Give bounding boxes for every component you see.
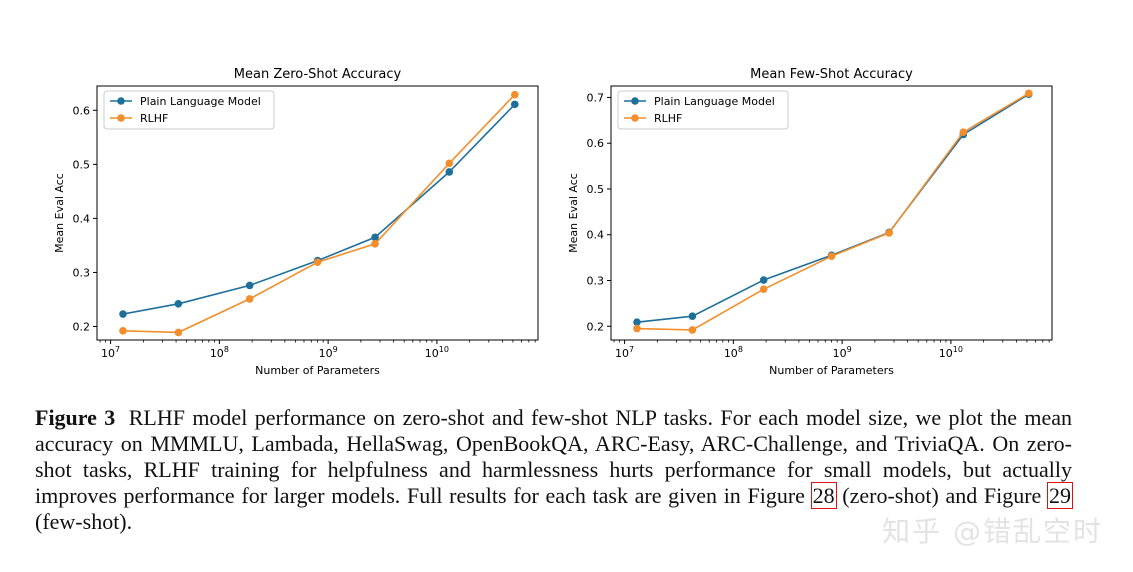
figure-29-link[interactable]: 29 bbox=[1047, 482, 1073, 509]
data-point-plain-lm bbox=[371, 233, 379, 242]
x-tick-label: 107 bbox=[615, 345, 634, 360]
data-point-plain-lm bbox=[633, 318, 641, 326]
caption-mid: (zero-shot) and Figure bbox=[842, 483, 1042, 508]
series-line-rlhf bbox=[122, 94, 516, 334]
y-tick-label: 0.6 bbox=[73, 104, 91, 117]
data-point-rlhf bbox=[688, 326, 697, 334]
legend-marker bbox=[631, 114, 639, 122]
x-axis-label: Number of Parameters bbox=[255, 364, 380, 377]
data-point-plain-lm bbox=[174, 299, 183, 308]
x-tick-label: 108 bbox=[724, 345, 743, 360]
data-point-plain-lm bbox=[119, 310, 127, 318]
y-axis-label: Mean Eval Acc bbox=[53, 173, 66, 253]
data-point-rlhf bbox=[827, 252, 836, 261]
data-point-plain-lm bbox=[688, 312, 697, 321]
x-tick-label: 1010 bbox=[425, 345, 449, 360]
x-tick-label: 109 bbox=[833, 345, 852, 360]
data-point-rlhf bbox=[174, 328, 183, 337]
chart-zero-shot: Mean Zero-Shot Accuracy 0.2 0.3 0.4 0.5 0.6 10… bbox=[53, 67, 539, 377]
data-point-plain-lm bbox=[759, 276, 768, 284]
figure-label: Figure 3 bbox=[35, 405, 116, 430]
caption-text: RLHF model performance on zero-shot and … bbox=[35, 405, 1073, 508]
x-tick-label: 108 bbox=[210, 345, 229, 360]
data-point-rlhf bbox=[759, 285, 768, 294]
y-tick-label: 0.5 bbox=[73, 158, 91, 171]
y-tick-label: 0.6 bbox=[587, 137, 605, 150]
legend-label: Plain Language Model bbox=[140, 95, 261, 108]
y-tick-label: 0.3 bbox=[73, 266, 91, 279]
y-tick-label: 0.2 bbox=[73, 320, 91, 333]
data-point-plain-lm bbox=[510, 100, 519, 109]
data-point-rlhf bbox=[313, 258, 322, 266]
x-tick-label: 107 bbox=[101, 345, 120, 360]
legend-label: Plain Language Model bbox=[654, 95, 775, 108]
watermark: 知乎 @错乱空时 bbox=[882, 515, 1103, 548]
legend-marker bbox=[631, 97, 639, 105]
data-point-rlhf bbox=[1024, 89, 1033, 98]
x-tick-label: 109 bbox=[319, 345, 338, 360]
chart-title: Mean Zero-Shot Accuracy bbox=[234, 67, 402, 82]
data-point-rlhf bbox=[885, 229, 893, 237]
y-tick-label: 0.7 bbox=[587, 91, 605, 104]
x-tick-label: 1010 bbox=[939, 345, 963, 360]
chart-few-shot: Mean Few-Shot Accuracy 0.2 0.3 0.4 0.5 0.6 0.7… bbox=[567, 67, 1053, 377]
y-axis-label: Mean Eval Acc bbox=[567, 173, 580, 253]
data-point-rlhf bbox=[633, 324, 641, 333]
legend-label: RLHF bbox=[140, 112, 168, 125]
figure-28-link[interactable]: 28 bbox=[810, 482, 837, 509]
chart-title: Mean Few-Shot Accuracy bbox=[750, 67, 913, 82]
series-line-plain-lm bbox=[122, 103, 516, 315]
figure-charts: Mean Zero-Shot Accuracy 0.2 0.3 0.4 0.5 0.6 10… bbox=[53, 67, 1053, 377]
data-point-plain-lm bbox=[445, 168, 454, 176]
figure-caption: Figure 3 RLHF model performance on zero-… bbox=[35, 405, 1073, 535]
y-tick-label: 0.4 bbox=[587, 229, 605, 242]
data-point-rlhf bbox=[445, 159, 454, 168]
data-point-rlhf bbox=[371, 240, 379, 248]
legend-box bbox=[617, 90, 789, 130]
y-tick-label: 0.2 bbox=[587, 320, 605, 333]
data-point-rlhf bbox=[959, 128, 968, 137]
data-point-rlhf bbox=[510, 90, 519, 99]
data-point-plain-lm bbox=[245, 281, 254, 290]
data-point-rlhf bbox=[245, 295, 254, 303]
legend-box bbox=[103, 90, 275, 130]
legend-marker bbox=[117, 97, 125, 105]
x-axis-label: Number of Parameters bbox=[769, 364, 894, 377]
y-tick-label: 0.5 bbox=[587, 183, 605, 196]
legend-marker bbox=[117, 114, 125, 122]
y-tick-label: 0.3 bbox=[587, 275, 605, 288]
y-tick-label: 0.4 bbox=[73, 212, 91, 225]
caption-end: (few-shot). bbox=[35, 509, 133, 534]
legend-label: RLHF bbox=[654, 112, 682, 125]
data-point-rlhf bbox=[119, 327, 127, 335]
